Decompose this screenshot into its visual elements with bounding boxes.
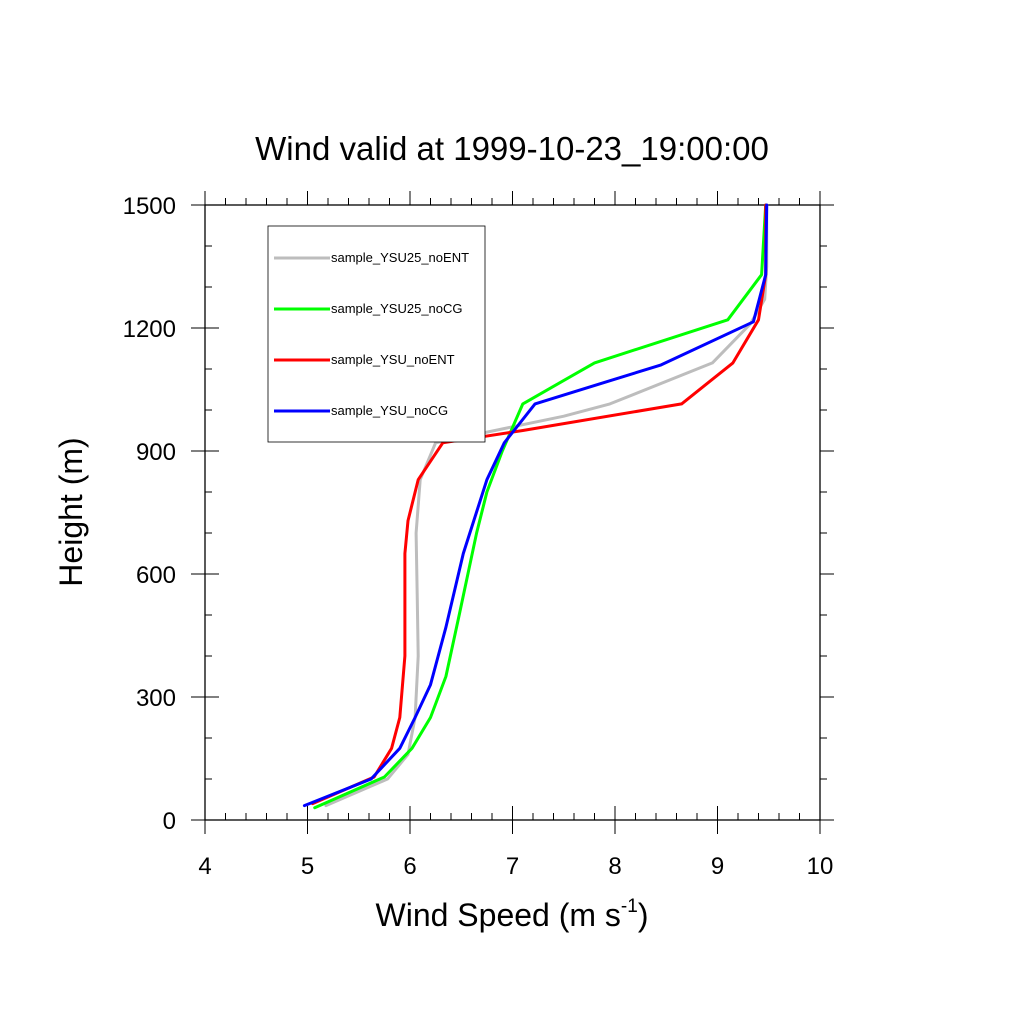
x-tick-label: 5 xyxy=(301,853,314,880)
legend-box xyxy=(267,225,486,443)
x-axis-label-superscript: -1 xyxy=(621,896,638,917)
legend-label: sample_YSU25_noENT xyxy=(331,250,469,265)
x-tick-label: 8 xyxy=(608,853,621,880)
x-tick-label: 10 xyxy=(807,853,834,880)
x-tick-label: 9 xyxy=(711,853,724,880)
x-tick-label: 4 xyxy=(198,853,211,880)
chart-title: Wind valid at 1999-10-23_19:00:00 xyxy=(255,130,769,167)
legend-label: sample_YSU25_noCG xyxy=(331,301,463,316)
y-tick-label: 900 xyxy=(136,439,176,466)
legend: sample_YSU25_noENT sample_YSU25_noCGsampl… xyxy=(267,225,486,443)
y-tick-label: 0 xyxy=(163,808,176,835)
y-tick-label: 1500 xyxy=(123,193,176,220)
legend-label: sample_YSU_noCG xyxy=(331,403,448,418)
legend-label: sample_YSU_noENT xyxy=(331,352,455,367)
series-line-sample_YSU_noCG xyxy=(302,203,769,808)
series-lines xyxy=(302,203,769,810)
y-tick-label: 300 xyxy=(136,685,176,712)
x-axis-label-main: Wind Speed (m s xyxy=(376,897,621,933)
x-tick-label: 7 xyxy=(506,853,519,880)
y-tick-label: 1200 xyxy=(123,316,176,343)
series-line-sample_YSU25_noCG xyxy=(313,203,768,810)
y-tick-label: 600 xyxy=(136,562,176,589)
x-axis-label-close: ) xyxy=(638,897,649,933)
x-axis-ticks: 4 5 6 7 8 9 10 xyxy=(198,191,833,880)
x-axis-label: Wind Speed (m s-1) xyxy=(376,896,649,933)
x-tick-label: 6 xyxy=(403,853,416,880)
y-axis-ticks: 0 300 600 900 1200 1500 xyxy=(123,193,834,835)
series-line-sample_YSU_noENT xyxy=(311,203,768,806)
y-axis-label: Height (m) xyxy=(53,437,89,586)
